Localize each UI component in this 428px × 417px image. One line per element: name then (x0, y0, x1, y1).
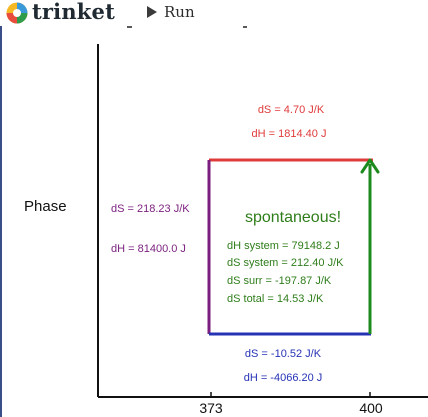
top-edge-dh: dH = 1814.40 J (252, 128, 327, 140)
arrowhead-icon (360, 158, 380, 174)
verdict-line: dS total = 14.53 J/K (227, 293, 324, 305)
verdict-line: dS surr = -197.87 J/K (227, 275, 332, 287)
toolbar: trinket Run (0, 0, 428, 26)
verdict-line: dH system = 79148.2 J (227, 240, 340, 252)
verdict-line: dS system = 212.40 J/K (227, 257, 344, 269)
bottom-edge-dh: dH = -4066.20 J (244, 372, 323, 384)
phase-row-label: Phase (24, 198, 67, 215)
run-button-label: Run (164, 3, 195, 21)
left-edge-ds: dS = 218.23 J/K (111, 203, 190, 215)
bottom-edge-ds: dS = -10.52 J/K (245, 348, 322, 360)
x-tick-label-373: 373 (199, 400, 223, 416)
app-logo-text[interactable]: trinket (32, 0, 116, 24)
top-edge-ds: dS = 4.70 J/K (258, 104, 325, 116)
x-tick-label-400: 400 (359, 400, 383, 416)
run-button[interactable]: Run (146, 2, 195, 22)
verdict-title: spontaneous! (245, 209, 341, 226)
trinket-logo-icon[interactable] (6, 2, 28, 24)
play-icon (147, 6, 157, 18)
output-canvas: 373 400 Phase dS = 4.70 J/K dH = 1814.40… (24, 26, 428, 416)
left-edge-dh: dH = 81400.0 J (111, 243, 186, 255)
panel-left-border (0, 26, 2, 417)
